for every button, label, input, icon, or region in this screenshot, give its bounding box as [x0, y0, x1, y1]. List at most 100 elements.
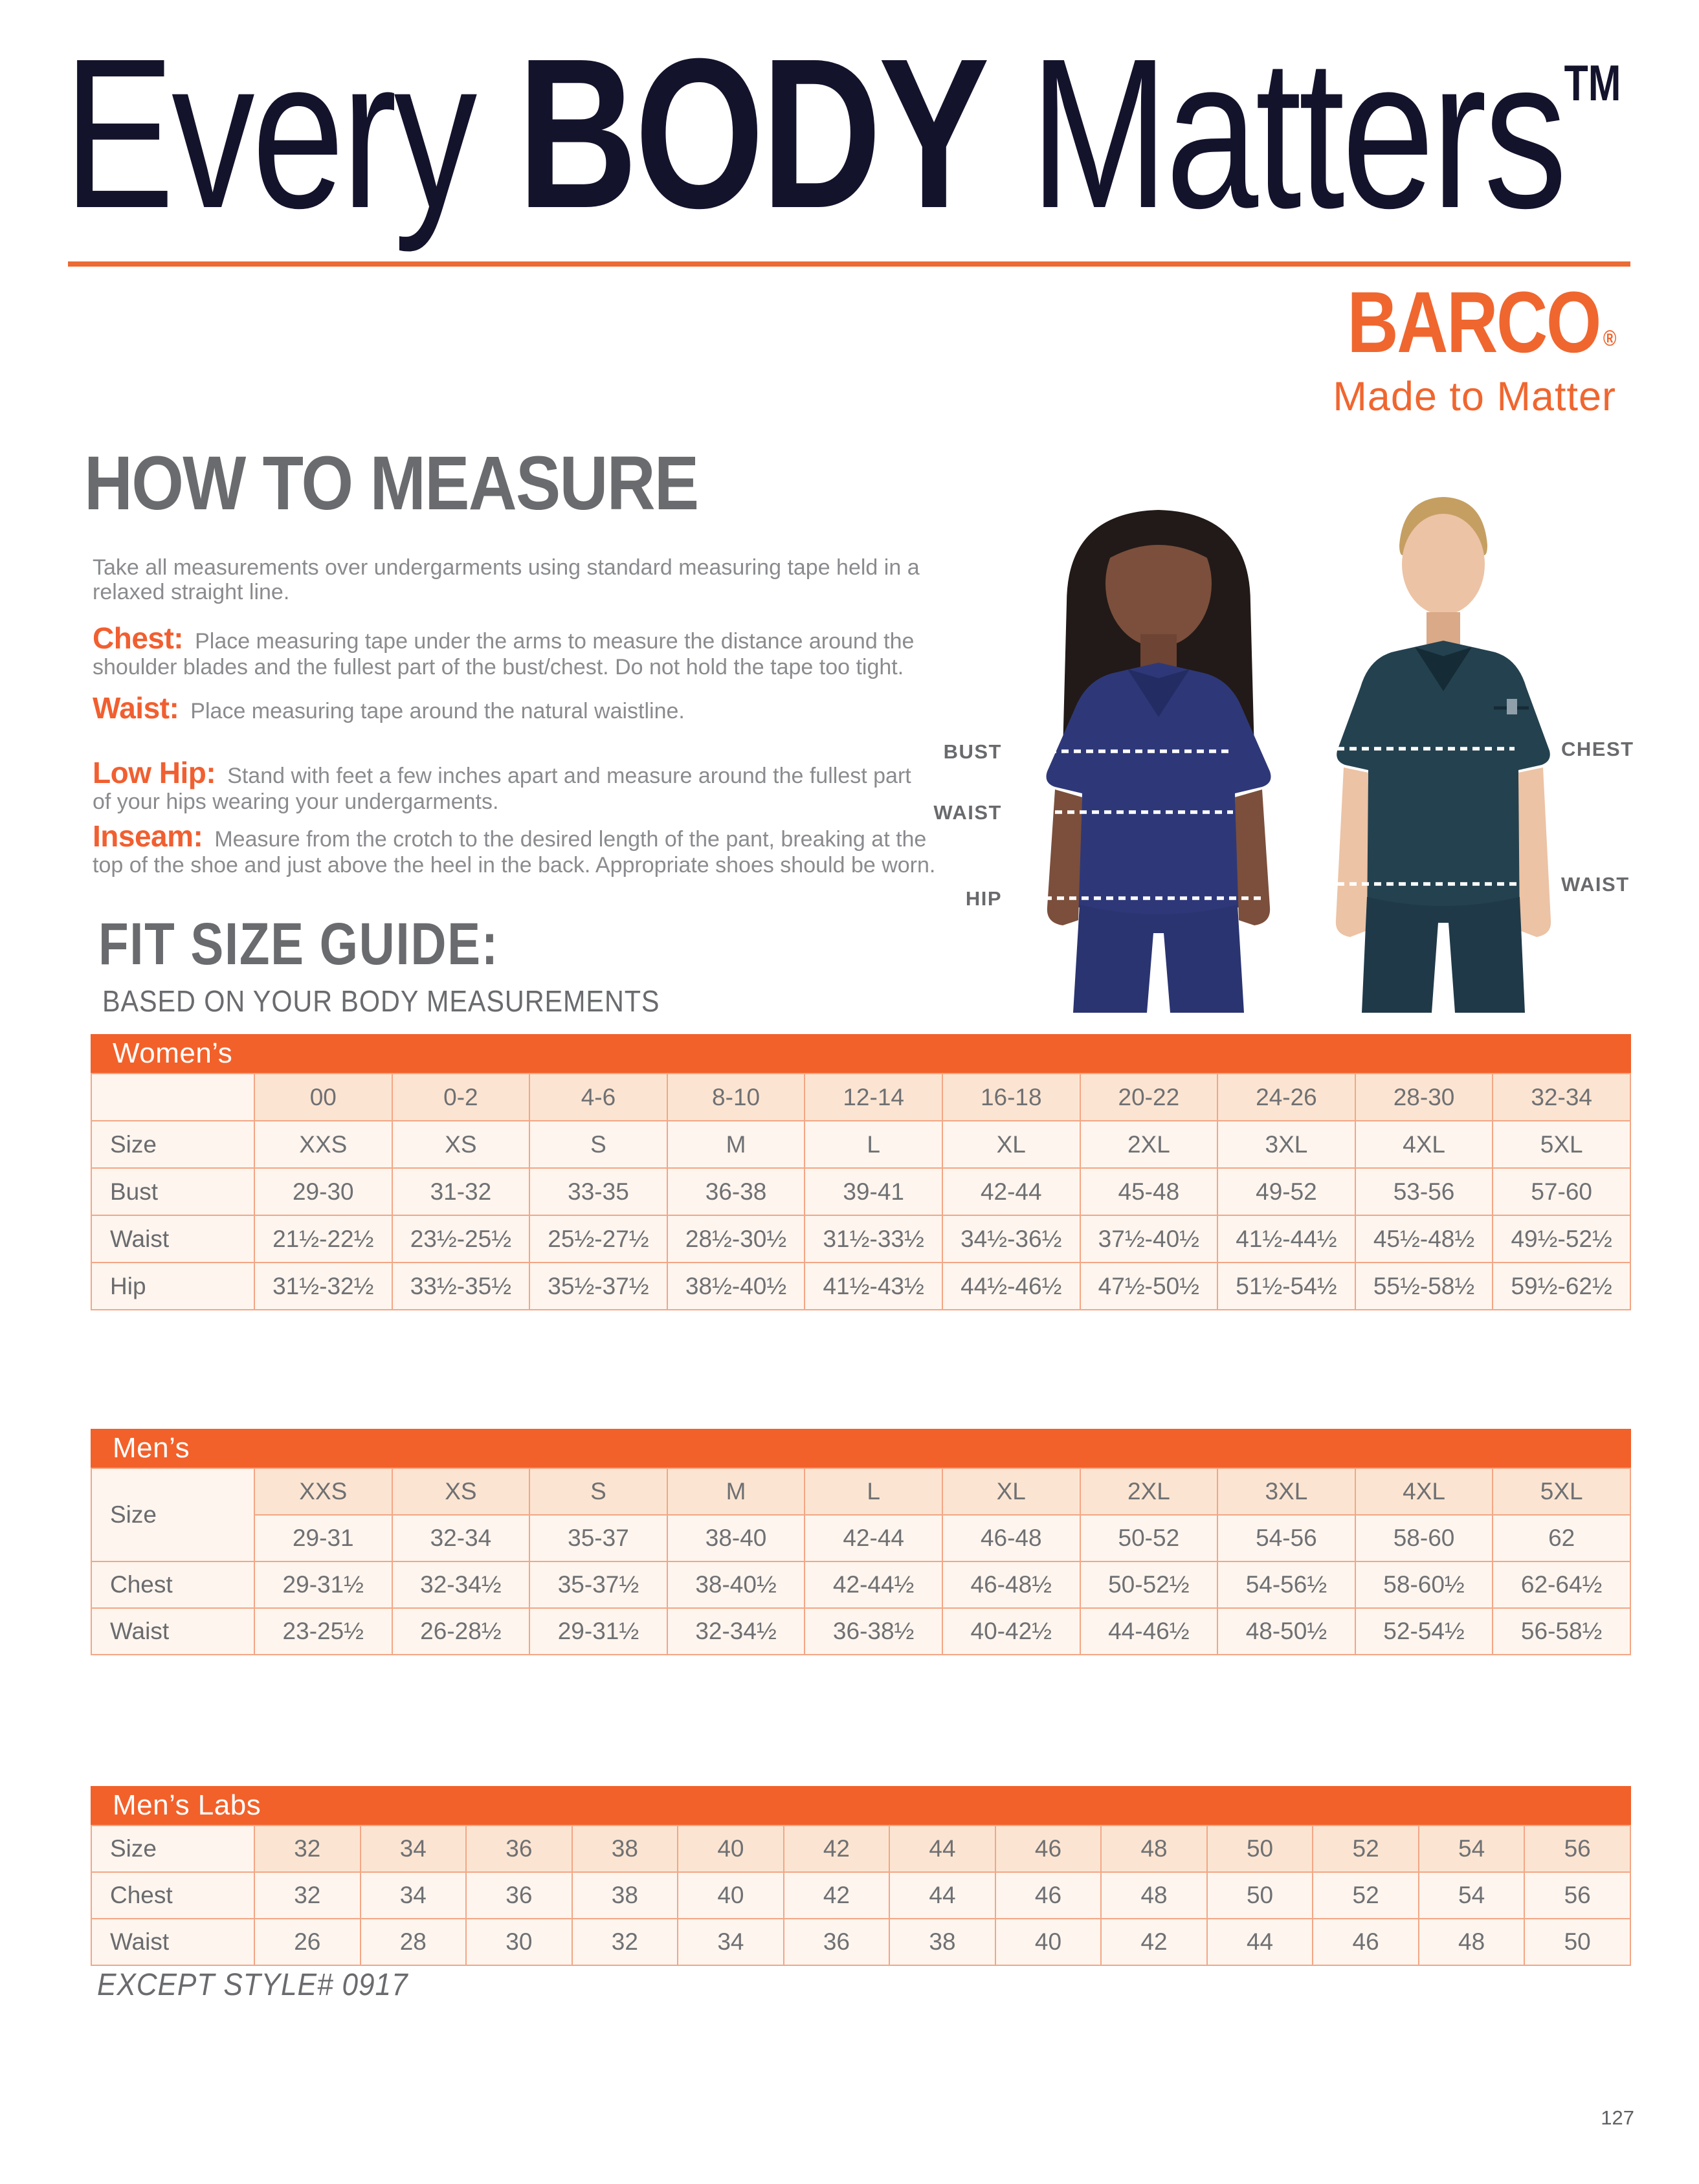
size-cell: 28-30: [1354, 1073, 1494, 1121]
table-row: Chest 32 34 36 38 40 42 44 46 48 50 52 54 56: [91, 1871, 1631, 1919]
bust-label: BUST: [944, 740, 1002, 763]
size-cell: XL: [941, 1120, 1081, 1169]
size-cell: 33-35: [529, 1167, 668, 1216]
measure-text: Place measuring tape under the arms to m…: [93, 629, 915, 679]
size-cell: L: [804, 1468, 943, 1516]
size-cell: 39-41: [804, 1167, 943, 1216]
table-row: Size XXS XS S M L XL 2XL 3XL 4XL 5XL: [91, 1468, 1631, 1562]
measure-label: Inseam:: [93, 819, 203, 853]
size-cell: 47½-50½: [1079, 1262, 1219, 1310]
row-label: Hip: [91, 1262, 255, 1310]
size-cell: S: [529, 1120, 668, 1169]
measure-item-inseam: Inseam: Measure from the crotch to the de…: [93, 821, 1141, 878]
size-cell: 45½-48½: [1354, 1215, 1494, 1263]
size-cell: 58-60½: [1354, 1561, 1494, 1609]
woman-fringe: [1105, 518, 1212, 560]
brand-wordmark: BARCO: [1346, 274, 1601, 371]
table-row: Size 32 34 36 38 40 42 44 46 48 50 52 54 56: [91, 1825, 1631, 1873]
size-cell: 21½-22½: [254, 1215, 393, 1263]
man-vneck: [1415, 647, 1472, 691]
measurement-models-image: BUST WAIST HIP CHEST WAIST: [933, 497, 1633, 1013]
barco-logo: BARCO ® Made to Matter: [1288, 280, 1616, 417]
measure-text: Measure from the crotch to the desired l…: [93, 827, 936, 877]
row-label: Size: [91, 1120, 255, 1169]
size-cell: 55½-58½: [1354, 1262, 1494, 1310]
size-cell: 2XL: [1079, 1120, 1219, 1169]
size-cell: XL: [941, 1468, 1081, 1516]
measure-label: Waist:: [93, 691, 179, 725]
size-cell: 49-52: [1217, 1167, 1356, 1216]
size-cell: 32: [254, 1871, 361, 1919]
measure-item-chest: Chest: Place measuring tape under the arm…: [93, 623, 1141, 680]
woman-scrub-top: [1046, 663, 1271, 918]
size-cell: 5XL: [1492, 1468, 1631, 1516]
size-cell: 59½-62½: [1492, 1262, 1631, 1310]
waist-women-label: WAIST: [933, 801, 1002, 824]
size-cell: 36-38½: [804, 1607, 943, 1655]
row-label: Waist: [91, 1607, 255, 1655]
measure-text: Place measuring tape around the natural …: [190, 699, 685, 723]
brand-tagline: Made to Matter: [1333, 374, 1616, 419]
size-cell: 40-42½: [941, 1607, 1081, 1655]
womens-table-grid: 00 0-2 4-6 8-10 12-14 16-18 20-22 24-26 28-30 32-…: [91, 1073, 1631, 1310]
measure-text: Stand with feet a few inches apart and m…: [93, 764, 911, 814]
size-cell: M: [666, 1468, 806, 1516]
size-cell: L: [804, 1120, 943, 1169]
table-row: 29-31 32-34 35-37 38-40 42-44 46-48 50-52 54-56…: [91, 1514, 1631, 1562]
size-cell: XS: [391, 1120, 531, 1169]
size-cell: 36: [783, 1918, 891, 1966]
measure-label: Chest:: [93, 621, 184, 655]
table-title-mens-labs: Men’s Labs: [91, 1786, 1631, 1825]
size-cell: 12-14: [804, 1073, 943, 1121]
size-cell: 32-34: [391, 1514, 531, 1562]
size-cell: 37½-40½: [1079, 1215, 1219, 1263]
woman-face: [1105, 520, 1212, 647]
size-cell: 50-52: [1079, 1514, 1219, 1562]
size-cell: 49½-52½: [1492, 1215, 1631, 1263]
size-cell: 32-34½: [666, 1607, 806, 1655]
size-cell: 0-2: [391, 1073, 531, 1121]
style-exception-note: EXCEPT STYLE# 0917: [97, 1968, 408, 2002]
size-cell: 45-48: [1079, 1167, 1219, 1216]
womens-size-table: Women’s 00 0-2 4-6 8-10 12-14 16-18 20-22 24-26…: [91, 1034, 1631, 1310]
table-row: Bust 29-30 31-32 33-35 36-38 39-41 42-44 45-48 4…: [91, 1167, 1631, 1216]
size-cell: 56-58½: [1492, 1607, 1631, 1655]
size-cell: 28½-30½: [666, 1215, 806, 1263]
size-cell: 46: [994, 1871, 1102, 1919]
size-cell: 44½-46½: [941, 1262, 1081, 1310]
size-cell: 56: [1524, 1871, 1631, 1919]
table-row: Waist 21½-22½ 23½-25½ 25½-27½ 28½-30½ 31½-33½…: [91, 1215, 1631, 1263]
row-label: Size: [91, 1825, 255, 1873]
size-cell: 28: [359, 1918, 467, 1966]
size-cell: 42-44: [941, 1167, 1081, 1216]
size-cell: 8-10: [666, 1073, 806, 1121]
size-cell: 26-28½: [391, 1607, 531, 1655]
size-cell: 54-56: [1217, 1514, 1356, 1562]
size-cell: 46: [1312, 1918, 1419, 1966]
mens-table-grid: Size XXS XS S M L XL 2XL 3XL 4XL 5XL 29-31 32-34 35-3…: [91, 1468, 1631, 1655]
size-cell: 41½-44½: [1217, 1215, 1356, 1263]
size-cell: 62-64½: [1492, 1561, 1631, 1609]
size-cell: 34½-36½: [941, 1215, 1081, 1263]
table-title-womens: Women’s: [91, 1034, 1631, 1073]
size-cell: 32: [571, 1918, 679, 1966]
size-cell: 58-60: [1354, 1514, 1494, 1562]
row-label: Chest: [91, 1871, 255, 1919]
size-cell: 3XL: [1217, 1120, 1356, 1169]
size-cell: 40: [994, 1918, 1102, 1966]
size-cell: 42-44: [804, 1514, 943, 1562]
size-cell: 53-56: [1354, 1167, 1494, 1216]
size-cell: 32: [254, 1825, 361, 1873]
mens-labs-table-grid: Size 32 34 36 38 40 42 44 46 48 50 52 54 56 Chest 32 34 3…: [91, 1825, 1631, 1966]
row-label: Waist: [91, 1918, 255, 1966]
size-cell: 35½-37½: [529, 1262, 668, 1310]
size-cell: 57-60: [1492, 1167, 1631, 1216]
woman-left-arm: [1235, 789, 1271, 925]
measure-item-waist: Waist: Place measuring tape around the na…: [93, 693, 1141, 724]
size-cell: 52-54½: [1354, 1607, 1494, 1655]
size-cell: 31½-32½: [254, 1262, 393, 1310]
size-cell: 2XL: [1079, 1468, 1219, 1516]
brand-name: BARCO ®: [1347, 280, 1616, 366]
page-number: 127: [1601, 2106, 1634, 2129]
size-cell: 31-32: [391, 1167, 531, 1216]
